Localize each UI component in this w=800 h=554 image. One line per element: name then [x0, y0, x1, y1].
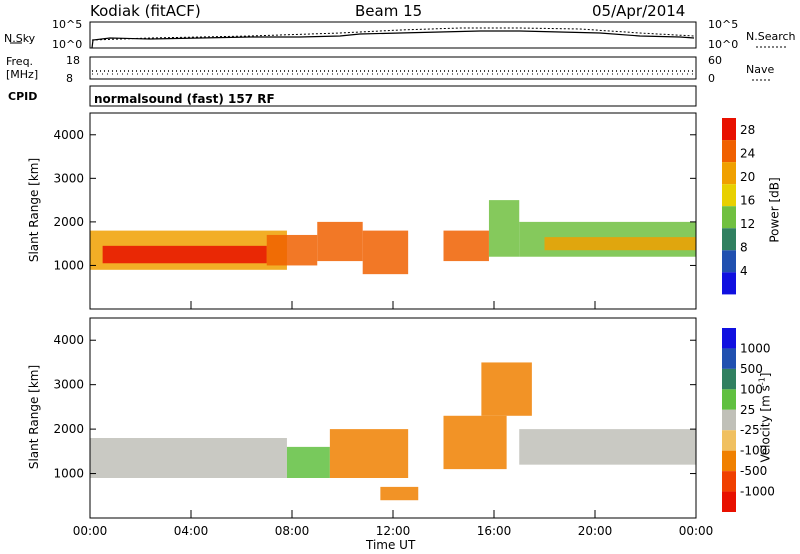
power-region: [362, 230, 409, 275]
x-tick-label: 04:00: [174, 524, 209, 538]
velocity-region: [286, 446, 330, 478]
x-tick-label: 16:00: [477, 524, 512, 538]
colorbar-tick-label: -25: [740, 423, 760, 437]
colorbar-swatch: [722, 450, 736, 472]
colorbar-tick-label: 20: [740, 170, 755, 184]
cpid-panel-frame: [89, 85, 697, 107]
velocity-colorbar: 1000 500 100 25 -25 -100 -500 -1000: [722, 328, 775, 512]
velocity-yticks: 1000 2000 3000 4000: [53, 333, 696, 481]
colorbar-swatch: [722, 409, 736, 431]
velocity-region: [90, 438, 287, 478]
beam-title: Beam 15: [355, 2, 423, 20]
sky-left-tick-top: 10^5: [52, 18, 83, 31]
x-tick-label: 00:00: [679, 524, 714, 538]
nave-tick-top: 60: [708, 54, 722, 67]
power-region: [443, 230, 489, 262]
velocity-region: [443, 415, 507, 470]
colorbar-swatch: [722, 328, 736, 349]
sky-trace: [91, 30, 695, 49]
cpid-label: CPID: [8, 90, 38, 103]
power-region: [102, 245, 267, 264]
power-yticks: 1000 2000 3000 4000: [53, 128, 696, 272]
colorbar-tick-label: 1000: [740, 341, 771, 355]
colorbar-tick-label: 100: [740, 382, 763, 396]
velocity-region: [380, 486, 419, 501]
colorbar-swatch: [722, 118, 736, 141]
time-axis-label: Time UT: [366, 538, 416, 552]
colorbar-swatch: [722, 430, 736, 451]
colorbar-tick-label: 16: [740, 193, 755, 207]
colorbar-swatch: [722, 491, 736, 512]
sky-left-tick-bottom: 10^0: [52, 38, 83, 51]
y-tick-label: 4000: [53, 333, 84, 347]
nave-label: Nave: [746, 63, 775, 76]
velocity-region: [481, 362, 532, 416]
sky-panel-frame: [89, 21, 697, 49]
date-title: 05/Apr/2014: [592, 2, 686, 20]
y-tick-label: 3000: [53, 378, 84, 392]
freq-tick-bottom: 8: [66, 72, 73, 85]
colorbar-swatch: [722, 206, 736, 229]
freq-label: Freq.: [6, 55, 34, 68]
cpid-text: normalsound (fast) 157 RF: [94, 92, 275, 106]
colorbar-tick-label: 4: [740, 264, 748, 278]
colorbar-swatch: [722, 140, 736, 163]
freq-unit-label: [MHz]: [6, 68, 39, 81]
y-tick-label: 2000: [53, 215, 84, 229]
power-colorbar: 4 8 12 16 20 24 28: [722, 118, 755, 295]
x-tick-label: 20:00: [578, 524, 613, 538]
colorbar-tick-label: 500: [740, 362, 763, 376]
time-axis-ticks: 00:00 04:00 08:00 12:00 16:00 20:00 00:00: [73, 301, 714, 538]
x-tick-label: 12:00: [376, 524, 411, 538]
colorbar-swatch: [722, 184, 736, 207]
colorbar-tick-label: -1000: [740, 485, 775, 499]
y-tick-label: 1000: [53, 467, 84, 481]
power-colorbar-label: Power [dB]: [767, 177, 782, 243]
velocity-ylabel: Slant Range [km]: [27, 364, 42, 470]
search-trace: [91, 27, 695, 41]
colorbar-tick-label: -500: [740, 464, 767, 478]
power-panel-frame: [89, 112, 697, 310]
colorbar-swatch: [722, 228, 736, 251]
x-tick-label: 08:00: [275, 524, 310, 538]
colorbar-tick-label: 25: [740, 403, 755, 417]
colorbar-swatch: [722, 162, 736, 185]
y-tick-label: 2000: [53, 422, 84, 436]
colorbar-tick-label: 8: [740, 240, 748, 254]
velocity-region: [519, 429, 696, 465]
velocity-regions: [90, 362, 696, 501]
x-tick-label: 00:00: [73, 524, 108, 538]
velocity-colorbar-label: Velocity [m s-1]: [757, 372, 773, 463]
colorbar-swatch: [722, 348, 736, 369]
colorbar-swatch: [722, 471, 736, 492]
power-region: [266, 234, 318, 266]
nsky-label: N.Sky: [4, 32, 36, 45]
colorbar-swatch: [722, 389, 736, 410]
power-ylabel: Slant Range [km]: [27, 157, 42, 263]
y-tick-label: 1000: [53, 258, 84, 272]
power-region: [544, 237, 696, 251]
colorbar-tick-label: 12: [740, 217, 755, 231]
freq-tick-top: 18: [66, 54, 80, 67]
colorbar-tick-label: 28: [740, 123, 755, 137]
sky-right-tick-top: 10^5: [708, 18, 739, 31]
colorbar-swatch: [722, 272, 736, 295]
station-title: Kodiak (fitACF): [90, 2, 201, 20]
power-region: [317, 221, 363, 262]
sky-right-tick-bottom: 10^0: [708, 38, 739, 51]
colorbar-swatch: [722, 250, 736, 273]
freq-panel-frame: [89, 56, 697, 80]
nave-tick-bottom: 0: [708, 72, 715, 85]
colorbar-swatch: [722, 368, 736, 390]
colorbar-tick-label: -100: [740, 444, 767, 458]
y-tick-label: 3000: [53, 171, 84, 185]
y-tick-label: 4000: [53, 128, 84, 142]
colorbar-tick-label: 24: [740, 146, 755, 160]
power-region: [488, 200, 520, 257]
power-regions: [90, 200, 696, 275]
nsearch-label: N.Search: [746, 30, 796, 43]
velocity-region: [329, 429, 409, 478]
